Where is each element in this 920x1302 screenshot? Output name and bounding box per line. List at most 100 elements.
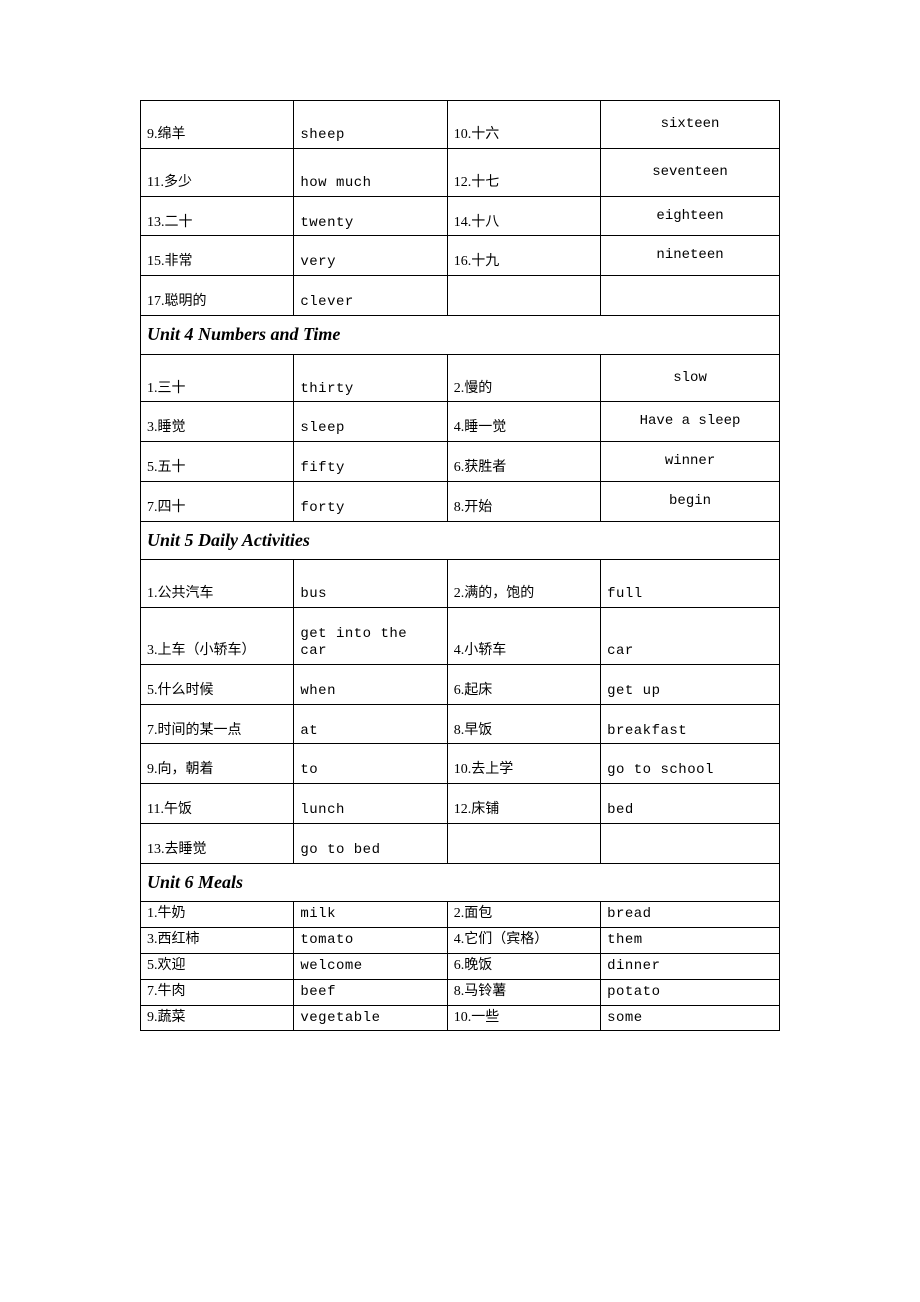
english-cell — [601, 276, 780, 316]
cell-text: 1.公共汽车 — [141, 560, 293, 607]
cell-text: 9.蔬菜 — [141, 1008, 293, 1031]
english-cell: some — [601, 1005, 780, 1031]
cell-text: 2.满的，饱的 — [448, 560, 600, 607]
english-cell: get into the car — [294, 608, 447, 665]
chinese-cell: 8.开始 — [447, 481, 600, 521]
cell-text: Have a sleep — [601, 409, 779, 434]
english-cell: tomato — [294, 928, 447, 954]
table-row: 9.蔬菜vegetable10.一些some — [141, 1005, 780, 1031]
chinese-cell: 6.获胜者 — [447, 442, 600, 482]
cell-text: sleep — [294, 402, 446, 441]
english-cell: seventeen — [601, 148, 780, 196]
cell-text: winner — [601, 449, 779, 474]
cell-text: 10.一些 — [448, 1008, 600, 1031]
chinese-cell: 7.四十 — [141, 481, 294, 521]
chinese-cell: 2.面包 — [447, 902, 600, 928]
cell-text: begin — [601, 489, 779, 514]
chinese-cell: 6.起床 — [447, 664, 600, 704]
vocab-table: 9.绵羊sheep10.十六sixteen11.多少how much12.十七s… — [140, 100, 780, 1031]
unit-title: Unit 4 Numbers and Time — [141, 316, 779, 354]
cell-text: 5.五十 — [141, 442, 293, 481]
english-cell: sleep — [294, 402, 447, 442]
cell-text: 16.十九 — [448, 236, 600, 275]
cell-text: nineteen — [601, 243, 779, 268]
english-cell: twenty — [294, 196, 447, 236]
cell-text: breakfast — [601, 719, 779, 744]
chinese-cell: 5.五十 — [141, 442, 294, 482]
cell-text: car — [601, 639, 779, 664]
cell-text: when — [294, 665, 446, 704]
cell-text — [448, 841, 600, 863]
cell-text: 6.晚饭 — [448, 956, 600, 979]
table-row: 13.去睡觉go to bed — [141, 823, 780, 863]
cell-text: lunch — [294, 784, 446, 823]
cell-text: eighteen — [601, 204, 779, 229]
english-cell: vegetable — [294, 1005, 447, 1031]
chinese-cell: 7.牛肉 — [141, 979, 294, 1005]
cell-text: 11.午饭 — [141, 784, 293, 823]
cell-text: some — [601, 1006, 779, 1031]
chinese-cell — [447, 823, 600, 863]
table-row: 1.牛奶milk2.面包bread — [141, 902, 780, 928]
cell-text: fifty — [294, 442, 446, 481]
table-row: 7.时间的某一点at8.早饭breakfast — [141, 704, 780, 744]
table-row: 11.午饭lunch12.床铺bed — [141, 784, 780, 824]
table-row: 5.什么时候when6.起床get up — [141, 664, 780, 704]
chinese-cell: 3.西红柿 — [141, 928, 294, 954]
cell-text: 17.聪明的 — [141, 276, 293, 315]
table-row: 3.西红柿tomato4.它们（宾格）them — [141, 928, 780, 954]
table-row: 7.四十forty8.开始begin — [141, 481, 780, 521]
table-row: 17.聪明的clever — [141, 276, 780, 316]
cell-text: get into the car — [294, 608, 446, 664]
cell-text: 14.十八 — [448, 197, 600, 236]
cell-text: beef — [294, 982, 446, 1005]
english-cell: potato — [601, 979, 780, 1005]
cell-text: 5.什么时候 — [141, 665, 293, 704]
chinese-cell: 4.它们（宾格） — [447, 928, 600, 954]
cell-text: to — [294, 744, 446, 783]
cell-text: at — [294, 705, 446, 744]
unit-header-row: Unit 4 Numbers and Time — [141, 315, 780, 354]
table-row: 9.绵羊sheep10.十六sixteen — [141, 101, 780, 149]
chinese-cell: 1.牛奶 — [141, 902, 294, 928]
english-cell: go to school — [601, 744, 780, 784]
chinese-cell: 5.欢迎 — [141, 953, 294, 979]
cell-text — [601, 855, 779, 863]
cell-text: milk — [294, 904, 446, 927]
cell-text: potato — [601, 980, 779, 1005]
chinese-cell: 13.去睡觉 — [141, 823, 294, 863]
cell-text: 2.慢的 — [448, 355, 600, 402]
english-cell: bed — [601, 784, 780, 824]
unit-title: Unit 5 Daily Activities — [141, 522, 779, 560]
chinese-cell: 10.去上学 — [447, 744, 600, 784]
cell-text: seventeen — [601, 160, 779, 185]
chinese-cell: 16.十九 — [447, 236, 600, 276]
chinese-cell: 14.十八 — [447, 196, 600, 236]
cell-text: slow — [601, 366, 779, 391]
table-row: 3.睡觉sleep4.睡一觉Have a sleep — [141, 402, 780, 442]
cell-text: them — [601, 928, 779, 953]
table-row: 9.向，朝着to10.去上学go to school — [141, 744, 780, 784]
chinese-cell: 9.蔬菜 — [141, 1005, 294, 1031]
chinese-cell: 12.床铺 — [447, 784, 600, 824]
chinese-cell: 12.十七 — [447, 148, 600, 196]
english-cell: at — [294, 704, 447, 744]
english-cell — [601, 823, 780, 863]
chinese-cell: 11.午饭 — [141, 784, 294, 824]
english-cell: when — [294, 664, 447, 704]
chinese-cell: 5.什么时候 — [141, 664, 294, 704]
english-cell: fifty — [294, 442, 447, 482]
chinese-cell: 7.时间的某一点 — [141, 704, 294, 744]
table-row: 7.牛肉beef8.马铃薯potato — [141, 979, 780, 1005]
unit-header-row: Unit 5 Daily Activities — [141, 521, 780, 560]
english-cell: go to bed — [294, 823, 447, 863]
english-cell: full — [601, 560, 780, 608]
cell-text: 4.小轿车 — [448, 625, 600, 664]
cell-text: 10.十六 — [448, 101, 600, 148]
cell-text: go to bed — [294, 824, 446, 863]
unit-header: Unit 6 Meals — [141, 863, 780, 902]
cell-text: 6.获胜者 — [448, 442, 600, 481]
english-cell: nineteen — [601, 236, 780, 276]
cell-text: how much — [294, 149, 446, 196]
cell-text: 11.多少 — [141, 149, 293, 196]
